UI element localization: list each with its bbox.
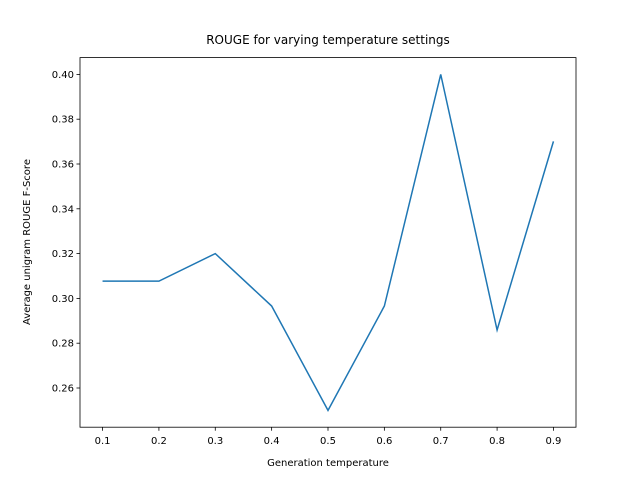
chart-title: ROUGE for varying temperature settings <box>206 33 450 47</box>
y-tick-label: 0.38 <box>52 115 74 126</box>
y-tick-label: 0.40 <box>52 70 74 81</box>
x-tick-label: 0.7 <box>433 436 449 447</box>
x-tick-label: 0.4 <box>264 436 280 447</box>
x-tick-label: 0.9 <box>546 436 562 447</box>
y-tick-label: 0.28 <box>52 339 74 350</box>
y-tick-label: 0.32 <box>52 249 74 260</box>
y-axis-label: Average unigram ROUGE F-Score <box>22 159 33 325</box>
y-tick-label: 0.34 <box>52 204 74 215</box>
y-tick-label: 0.36 <box>52 160 74 171</box>
data-line <box>102 74 555 412</box>
x-tick-label: 0.2 <box>151 436 167 447</box>
x-tick-label: 0.5 <box>320 436 336 447</box>
x-tick-label: 0.1 <box>95 436 111 447</box>
x-axis-label: Generation temperature <box>267 458 389 469</box>
x-tick-label: 0.3 <box>207 436 223 447</box>
x-tick-label: 0.6 <box>376 436 392 447</box>
y-tick-label: 0.26 <box>52 384 74 395</box>
y-tick-label: 0.30 <box>52 294 74 305</box>
plot-frame <box>79 57 577 428</box>
x-tick-label: 0.8 <box>489 436 505 447</box>
